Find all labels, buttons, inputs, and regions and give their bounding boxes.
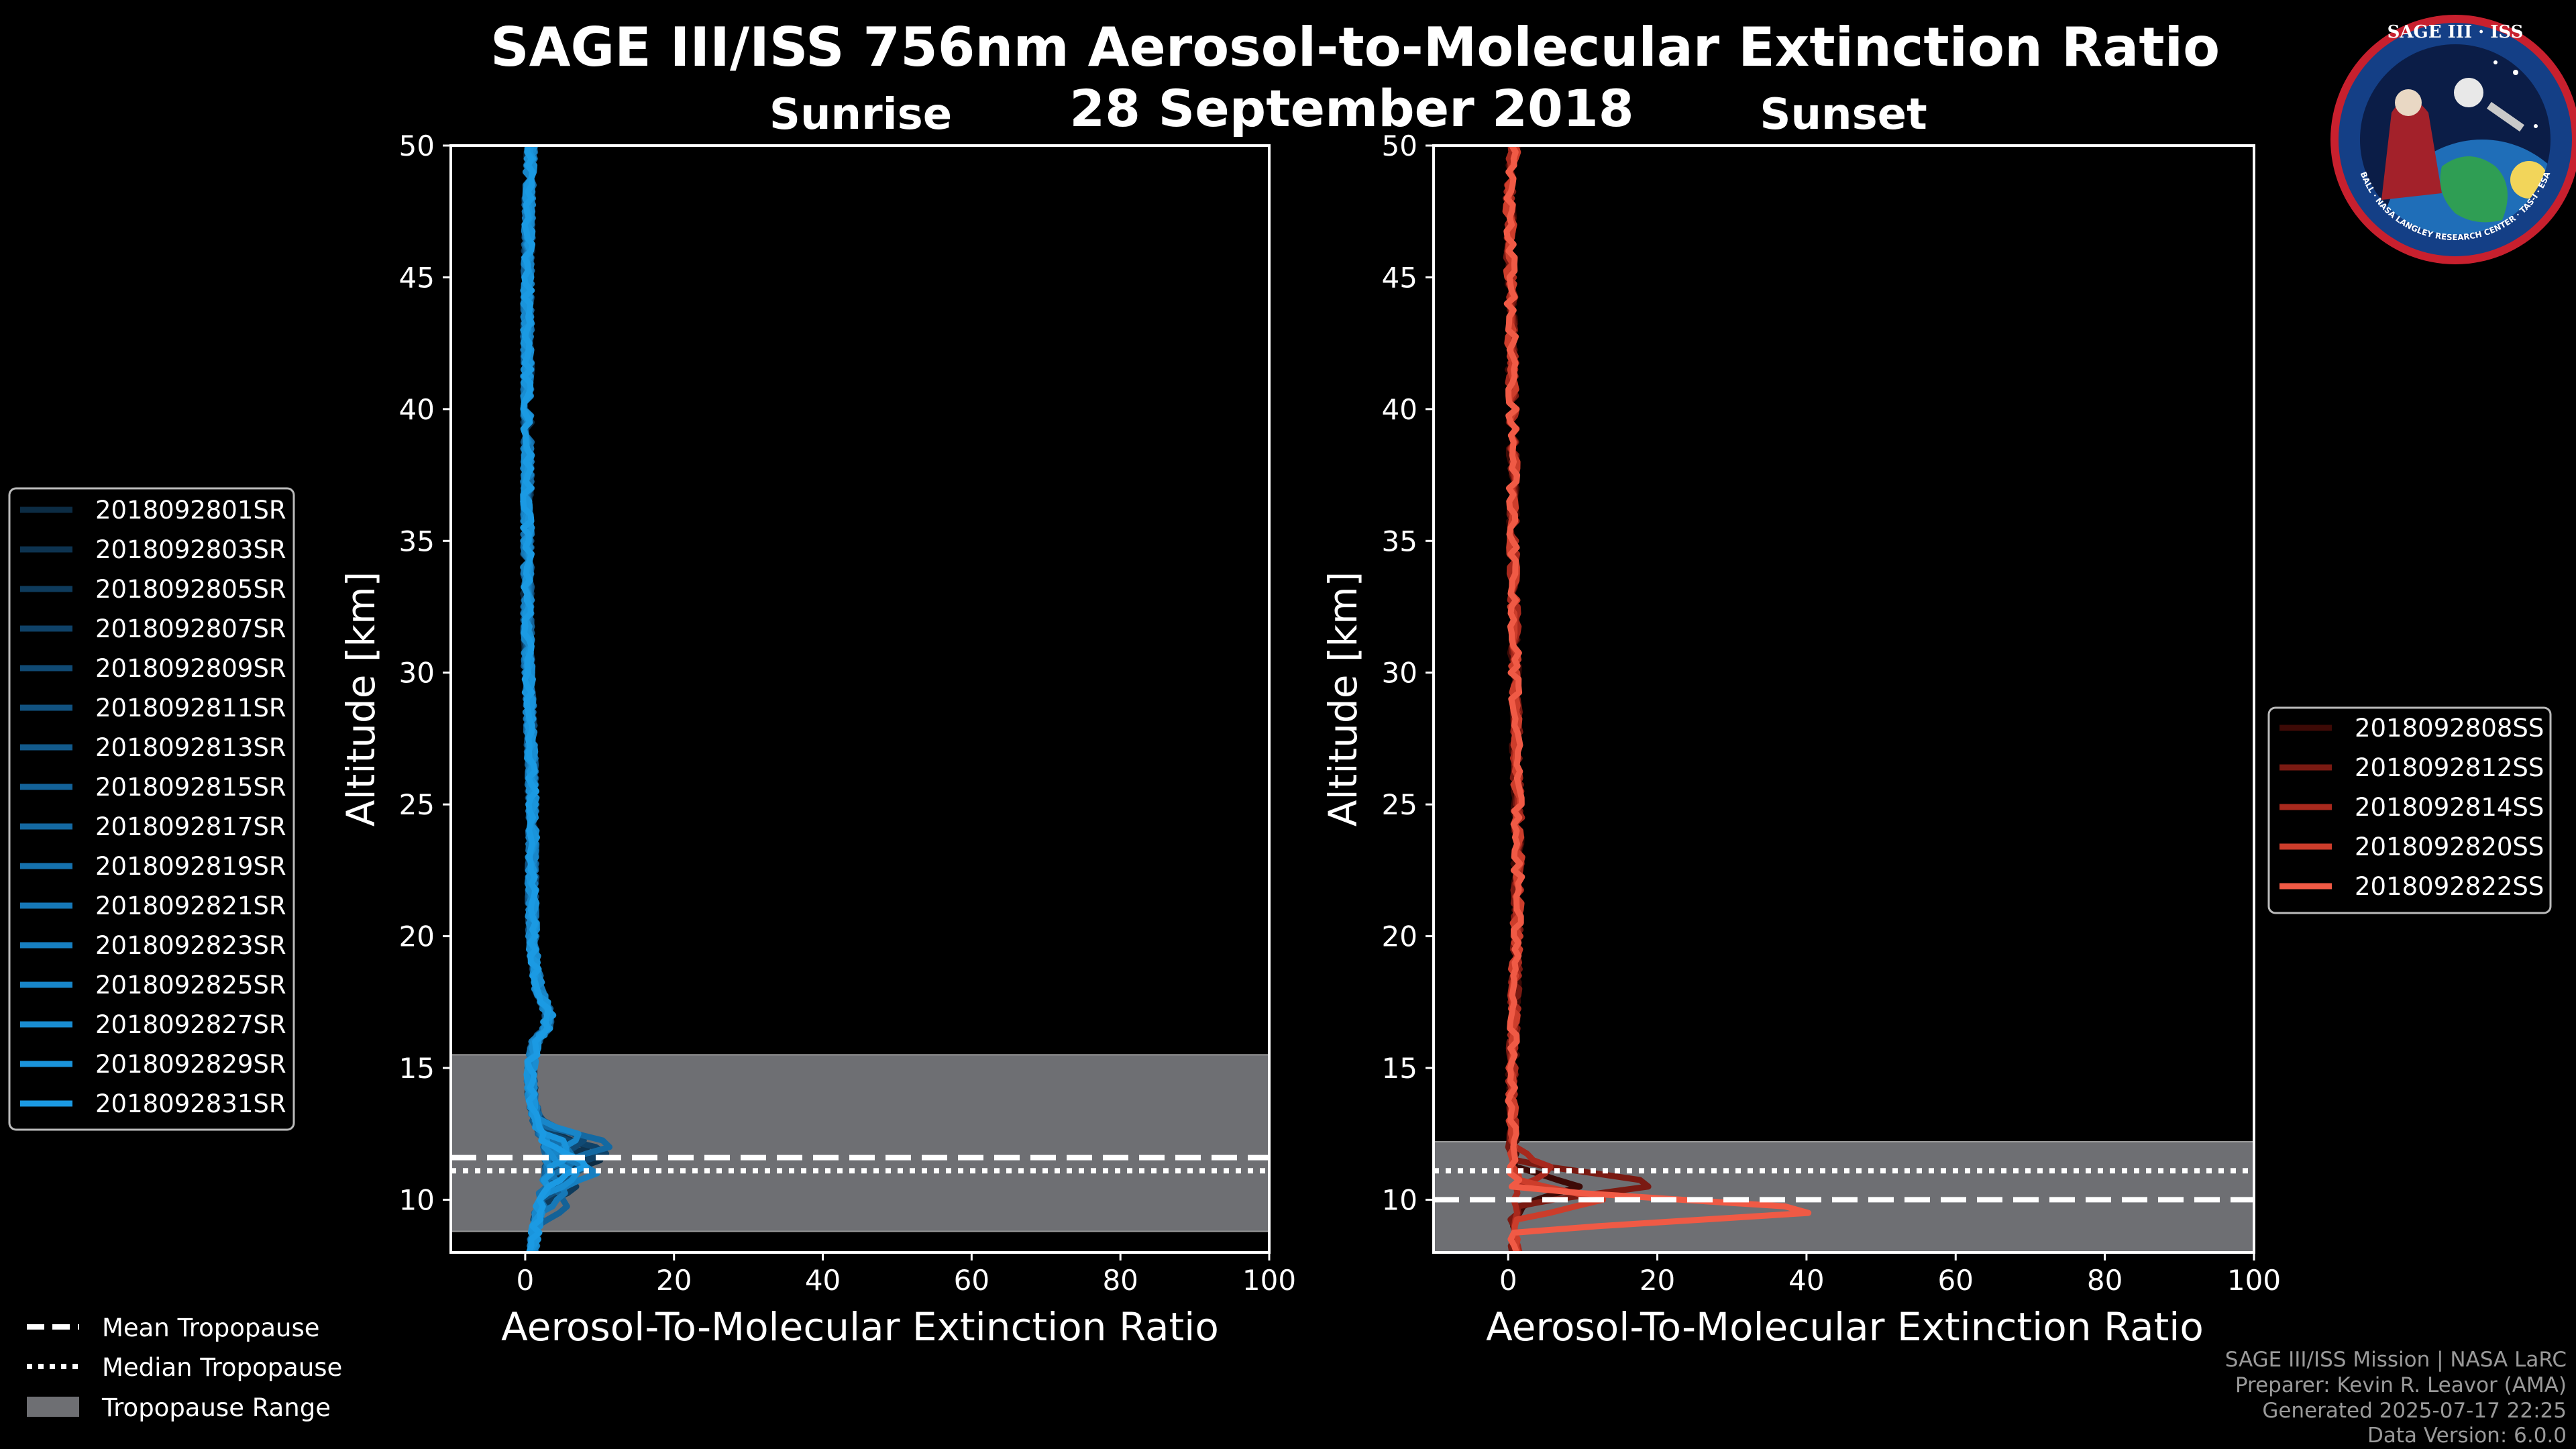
sunset-y-tick-label: 15 — [1382, 1052, 1417, 1085]
sunset-series-layer — [1502, 146, 1812, 1252]
sunset-y-tick-label: 50 — [1382, 129, 1417, 162]
sunset-y-axis-label: Altitude [km] — [1320, 572, 1366, 826]
sunset-axes-frame — [1432, 144, 2255, 1254]
sunrise-x-tick-label: 40 — [805, 1264, 841, 1297]
credits: SAGE III/ISS Mission | NASA LaRC Prepare… — [2225, 1348, 2567, 1448]
sunrise-x-axis-label: Aerosol-To-Molecular Extinction Ratio — [501, 1304, 1219, 1350]
sunset-x-tick-label: 40 — [1788, 1264, 1824, 1297]
station-shape — [2486, 101, 2525, 132]
legend-label: 2018092809SR — [95, 654, 286, 683]
legend-label: 2018092813SR — [95, 733, 286, 762]
sunrise-y-axis-label: Altitude [km] — [338, 572, 384, 826]
figure-date: 28 September 2018 — [1069, 78, 1633, 138]
sunrise-x-tick-label: 80 — [1102, 1264, 1138, 1297]
sunrise-y-tick-label: 15 — [399, 1052, 435, 1085]
sunset-y-tick-label: 45 — [1382, 261, 1417, 294]
legend-label: 2018092807SR — [95, 614, 286, 643]
legend-label: 2018092812SS — [2355, 753, 2544, 782]
legend-label: 2018092808SS — [2355, 714, 2544, 743]
moon-shape — [2454, 78, 2483, 107]
sunset-legend: 2018092808SS 2018092812SS 2018092814SS 2018… — [2267, 706, 2552, 914]
legend-label: 2018092817SR — [95, 812, 286, 841]
sunset-y-tick-label: 35 — [1382, 525, 1417, 557]
legend-label: 2018092819SR — [95, 852, 286, 881]
scientist-head — [2395, 89, 2422, 116]
sunrise-axes-frame — [449, 144, 1271, 1254]
mean-tropopause-label: Mean Tropopause — [102, 1313, 320, 1342]
sunrise-ticks: 0 20 40 60 80 100 10 15 20 25 30 35 40 45 50 — [399, 129, 1297, 1297]
legend-label: 2018092827SR — [95, 1010, 286, 1039]
credit-data-version: Data Version: 6.0.0 — [2367, 1424, 2567, 1448]
credit-preparer: Preparer: Kevin R. Leavor (AMA) — [2235, 1373, 2567, 1397]
sunrise-y-tick-label: 30 — [399, 657, 435, 690]
sunset-title: Sunset — [1760, 90, 1927, 140]
sunset-y-tick-label: 25 — [1382, 788, 1417, 821]
sunset-x-tick-label: 80 — [2087, 1264, 2123, 1297]
sunrise-y-tick-label: 40 — [399, 393, 435, 426]
sunset-legend-box — [2267, 706, 2552, 914]
star-dot — [2513, 70, 2518, 75]
credit-mission: SAGE III/ISS Mission | NASA LaRC — [2225, 1348, 2567, 1372]
legend-label: 2018092825SR — [95, 971, 286, 1000]
sunrise-title: Sunrise — [769, 90, 952, 140]
sunset-legend-items: 2018092808SS 2018092812SS 2018092814SS 2018… — [2279, 714, 2544, 901]
sunset-ticks: 0 20 40 60 80 100 10 15 20 25 30 35 40 45 50 — [1382, 129, 2282, 1297]
sunset-y-tick-label: 20 — [1382, 920, 1417, 953]
sunrise-legend: 2018092801SR 2018092803SR 2018092805SR 2018… — [8, 487, 295, 1131]
star-dot — [2493, 60, 2498, 64]
legend-label: 2018092820SS — [2355, 833, 2544, 861]
sunset-tropopause-layer — [1434, 1168, 2254, 1203]
legend-label: 2018092831SR — [95, 1089, 286, 1118]
sunrise-tropopause-layer — [451, 1155, 1269, 1174]
legend-label: 2018092801SR — [95, 496, 286, 525]
sunrise-y-tick-label: 10 — [399, 1183, 435, 1216]
tropopause-legend: Mean Tropopause Median Tropopause Tropop… — [27, 1313, 342, 1422]
figure-title: SAGE III/ISS 756nm Aerosol-to-Molecular … — [490, 16, 2220, 78]
star-dot — [2534, 124, 2538, 128]
mission-logo: SAGE III · ISS BALL · NASA LANGLEY RESEA… — [2330, 15, 2576, 264]
legend-label: 2018092822SS — [2355, 872, 2544, 901]
sunset-x-tick-label: 100 — [2227, 1264, 2281, 1297]
continent-shape — [2440, 156, 2508, 223]
legend-label: 2018092814SS — [2355, 793, 2544, 822]
sunrise-y-tick-label: 25 — [399, 788, 435, 821]
sunset-y-tick-label: 10 — [1382, 1183, 1417, 1216]
legend-label: 2018092823SR — [95, 931, 286, 960]
tropopause-range-swatch — [27, 1397, 79, 1417]
sunset-x-axis-label: Aerosol-To-Molecular Extinction Ratio — [1486, 1304, 2204, 1350]
legend-label: 2018092821SR — [95, 892, 286, 920]
legend-label: 2018092803SR — [95, 535, 286, 564]
median-tropopause-label: Median Tropopause — [102, 1353, 342, 1382]
credit-generated: Generated 2025-07-17 22:25 — [2262, 1399, 2567, 1423]
sunset-y-tick-label: 30 — [1382, 657, 1417, 690]
sunrise-x-tick-label: 100 — [1242, 1264, 1296, 1297]
sunset-series-line — [1503, 146, 1812, 1252]
sunrise-x-tick-label: 20 — [656, 1264, 692, 1297]
logo-title: SAGE III · ISS — [2387, 22, 2524, 42]
sunset-x-tick-label: 0 — [1499, 1264, 1517, 1297]
scientist-figure — [2381, 99, 2442, 200]
tropopause-range-label: Tropopause Range — [101, 1393, 331, 1422]
legend-label: 2018092829SR — [95, 1050, 286, 1079]
sunrise-legend-items: 2018092801SR 2018092803SR 2018092805SR 2018… — [20, 496, 286, 1118]
sunrise-series-layer — [520, 146, 612, 1252]
sunrise-series-line — [520, 146, 589, 1252]
sunset-chart: 0 20 40 60 80 100 10 15 20 25 30 35 40 45 50 Aerosol-T… — [1320, 129, 2281, 1350]
sunrise-legend-box — [8, 487, 295, 1131]
sunset-x-tick-label: 20 — [1640, 1264, 1675, 1297]
sunrise-chart: 0 20 40 60 80 100 10 15 20 25 30 35 40 45 50 Aerosol-T… — [338, 129, 1296, 1350]
sunrise-y-tick-label: 50 — [399, 129, 435, 162]
sunset-x-tick-label: 60 — [1938, 1264, 1974, 1297]
sunset-y-tick-label: 40 — [1382, 393, 1417, 426]
sunrise-y-tick-label: 35 — [399, 525, 435, 557]
sunrise-x-tick-label: 60 — [954, 1264, 989, 1297]
legend-label: 2018092815SR — [95, 773, 286, 802]
legend-label: 2018092811SR — [95, 694, 286, 722]
sunrise-x-tick-label: 0 — [517, 1264, 535, 1297]
sunrise-y-tick-label: 20 — [399, 920, 435, 953]
sunrise-y-tick-label: 45 — [399, 261, 435, 294]
logo-scene — [2360, 44, 2551, 235]
legend-label: 2018092805SR — [95, 575, 286, 604]
